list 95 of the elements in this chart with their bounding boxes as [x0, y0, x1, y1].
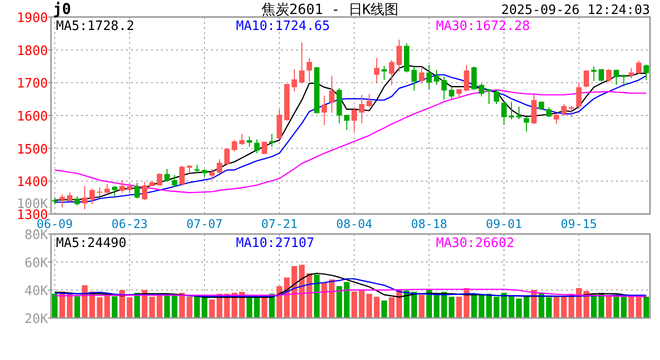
y-tick-label: 1400 [16, 175, 48, 190]
chart-title: 焦炭2601 - 日K线图 [261, 2, 399, 18]
x-tick-label: 09-15 [560, 217, 597, 231]
candlestick [89, 188, 95, 205]
chart-subtitle: 2025-09-26 12:24:03 [501, 3, 650, 18]
candlestick [621, 74, 626, 88]
candlestick [269, 133, 275, 148]
x-tick-label: 06-23 [112, 217, 148, 231]
candlestick [224, 148, 230, 166]
y-tick-label: 1500 [16, 142, 48, 158]
candlestick [441, 76, 447, 100]
candlestick [254, 138, 260, 154]
candlestick [614, 69, 619, 86]
candlestick [262, 141, 268, 154]
candlestick [344, 114, 350, 130]
line-series [54, 288, 647, 297]
candlestick [246, 136, 252, 148]
y-tick-label: 20K [24, 312, 48, 327]
candlestick [494, 89, 500, 105]
candlestick [576, 82, 582, 108]
candlestick [561, 104, 567, 116]
x-tick-label: 08-18 [411, 217, 448, 231]
candlestick [134, 182, 140, 200]
candlestick [112, 186, 118, 198]
candlestick [96, 186, 102, 198]
line-series [54, 278, 647, 297]
candlestick [276, 108, 282, 140]
candlestick [104, 184, 110, 195]
candlestick [396, 39, 402, 72]
candlestick [418, 68, 424, 84]
candlestick [434, 69, 440, 86]
candlestick [388, 60, 394, 86]
candlestick [584, 70, 590, 88]
candlestick [67, 192, 72, 202]
candlestick [464, 64, 470, 92]
candlestick [142, 181, 148, 201]
candlestick [471, 66, 477, 90]
candlestick [82, 185, 88, 210]
text: MA30:26602 [436, 236, 514, 251]
candlestick [156, 172, 162, 186]
candlestick [478, 82, 484, 97]
candlestick [382, 65, 387, 81]
x-tick-label: 07-07 [186, 217, 223, 231]
text: MA10:1724.65 [236, 19, 330, 34]
x-tick-label: 07-21 [261, 217, 298, 231]
x-tick-label: 08-04 [336, 217, 372, 231]
y-tick-label: 1800 [16, 44, 48, 59]
candlestick [292, 68, 298, 92]
candlestick [554, 112, 560, 125]
candlestick [126, 182, 132, 194]
x-tick-label: 09-01 [486, 217, 522, 231]
candlestick [591, 66, 597, 82]
candlestick [636, 60, 642, 74]
candlestick [359, 94, 364, 124]
candlestick [164, 168, 170, 182]
candlestick [486, 88, 492, 105]
candlestick [516, 106, 522, 120]
candlestick [374, 58, 380, 84]
y-tick-label: 60K [24, 256, 48, 271]
text: MA5:24490 [56, 236, 126, 251]
y-tick-label: 1900 [16, 11, 48, 26]
candlestick [448, 86, 454, 100]
text: MA10:27107 [236, 236, 314, 251]
candlestick [411, 66, 417, 92]
candlestick [508, 101, 514, 120]
candlestick [172, 174, 178, 188]
candlestick [501, 101, 507, 126]
candlestick [299, 42, 305, 84]
candlestick [232, 140, 238, 152]
y-tick-label: 1600 [16, 110, 48, 124]
candlestick [352, 106, 357, 132]
candlestick [179, 165, 185, 186]
candlestick [628, 68, 634, 79]
candlestick [216, 158, 222, 174]
text: MA5:1728.2 [56, 19, 134, 34]
candlestick [426, 64, 432, 90]
candlestick [74, 196, 80, 206]
y-tick-label: 1700 [16, 76, 48, 92]
candlestick [606, 68, 612, 83]
candlestick [119, 180, 125, 194]
candlestick [598, 68, 604, 82]
text: MA30:1672.28 [436, 19, 530, 34]
annotation: j0 [53, 0, 72, 18]
candlestick [524, 116, 530, 132]
candlestick [329, 75, 334, 114]
candlestick [644, 64, 649, 81]
candlestick [366, 93, 372, 108]
candlestick [60, 194, 65, 208]
candlestick [322, 95, 327, 126]
y-tick-label: 40K [24, 284, 48, 299]
candlestick [239, 133, 245, 146]
candlestick [306, 58, 312, 82]
candlestick [546, 106, 552, 118]
candlestick [531, 94, 537, 125]
y-tick-label: 80K [24, 228, 48, 243]
